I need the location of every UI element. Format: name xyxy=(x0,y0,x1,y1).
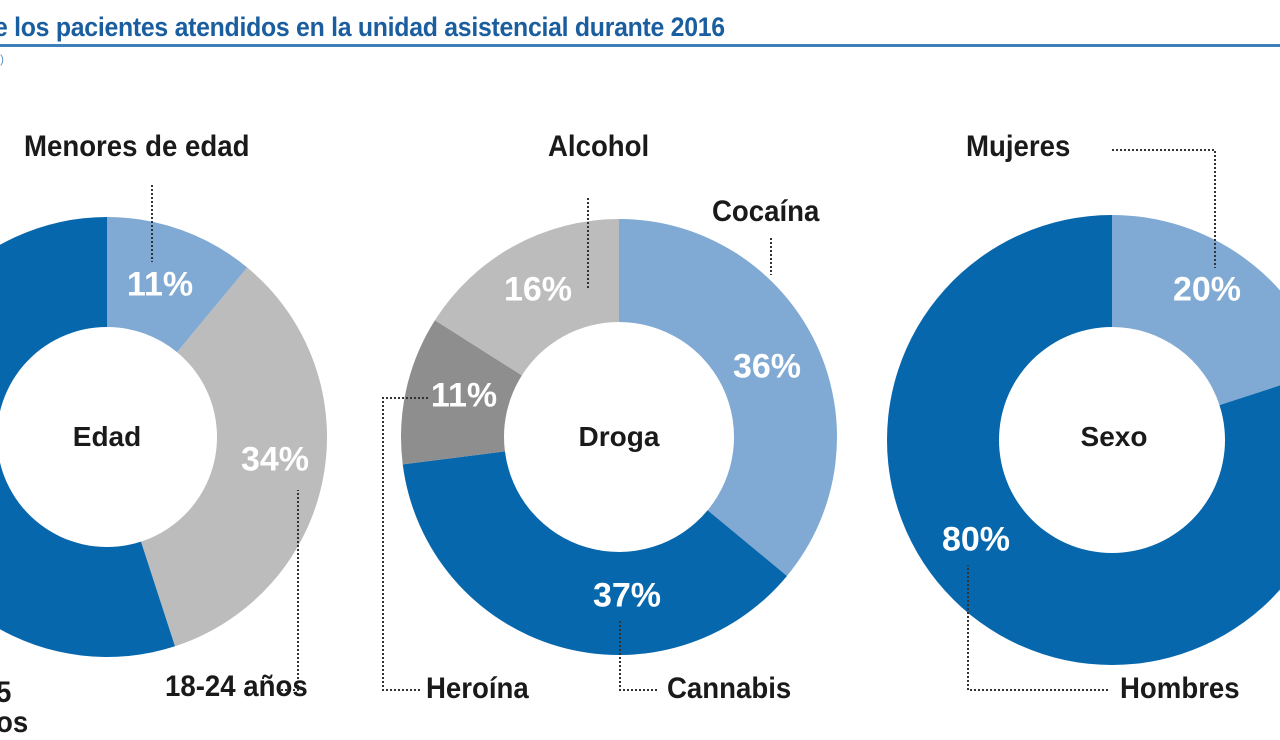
pct-heroina: 11% xyxy=(430,376,498,415)
leader-hombres xyxy=(967,565,1108,691)
pct-18-24: 34% xyxy=(240,440,310,479)
donut-slice-sexo-0 xyxy=(1112,215,1280,406)
donut-slice-edad-1 xyxy=(140,267,327,647)
donut-slice-droga-2 xyxy=(401,320,522,465)
label-hombres: Hombres xyxy=(1120,672,1240,705)
pct-alcohol: 16% xyxy=(503,270,573,309)
label-cannabis: Cannabis xyxy=(667,672,792,705)
leader-lines xyxy=(151,149,1216,691)
label-heroina: Heroína xyxy=(426,672,529,705)
pct-menores: 11% xyxy=(126,265,194,304)
center-sexo: Sexo xyxy=(1080,421,1148,452)
center-droga: Droga xyxy=(578,421,660,452)
donut-slice-droga-1 xyxy=(402,451,787,656)
label-cropped-2: os xyxy=(0,706,29,739)
chart-title: e los pacientes atendidos en la unidad a… xyxy=(0,12,725,42)
pct-hombres: 80% xyxy=(941,520,1011,559)
donut-slice-edad-0 xyxy=(107,217,248,353)
donut-slice-sexo-1 xyxy=(887,215,1280,665)
label-menores: Menores de edad xyxy=(24,130,250,163)
pct-mujeres: 20% xyxy=(1172,270,1242,309)
label-mujeres: Mujeres xyxy=(966,130,1071,163)
label-cocaina: Cocaína xyxy=(712,195,820,228)
leader-18-24 xyxy=(277,490,299,691)
donut-slice-droga-0 xyxy=(619,219,837,576)
label-alcohol: Alcohol xyxy=(548,130,650,163)
title-rule xyxy=(0,44,1280,47)
pct-cannabis: 37% xyxy=(592,576,662,615)
label-cropped-1: 5 xyxy=(0,676,11,710)
leader-mujeres xyxy=(1112,149,1216,268)
donut-slice-edad-2 xyxy=(0,217,175,657)
pct-cocaina: 36% xyxy=(732,347,802,386)
label-18-24: 18-24 años xyxy=(165,670,308,703)
donut-slice-droga-3 xyxy=(434,219,619,376)
center-edad: Edad xyxy=(72,421,142,452)
leader-cannabis xyxy=(619,620,657,691)
subtitle: ) xyxy=(0,52,4,66)
